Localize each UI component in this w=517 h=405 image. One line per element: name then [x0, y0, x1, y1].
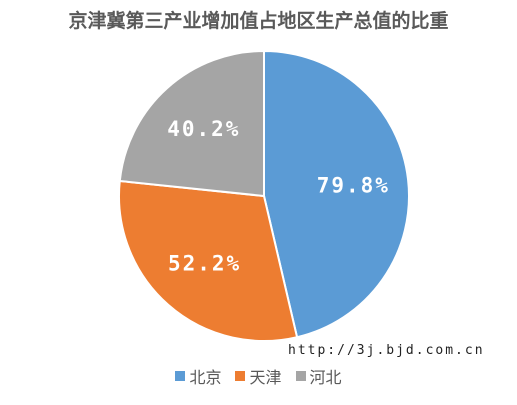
slice-data-label-3: 40.2%: [167, 117, 240, 141]
legend-item-1: 北京: [175, 364, 221, 388]
slice-data-label-1: 79.8%: [317, 174, 390, 198]
legend-swatch-3: [295, 371, 306, 381]
legend-swatch-1: [175, 371, 186, 381]
legend-label-1: 北京: [189, 368, 222, 387]
legend-label-3: 河北: [309, 368, 342, 387]
chart-title: 京津冀第三产业增加值占地区生产总值的比重: [68, 10, 449, 32]
pie-slice-3: [118, 49, 265, 198]
pie-slice-1: [263, 49, 410, 339]
legend: 北京 天津 河北: [0, 364, 517, 388]
legend-item-3: 河北: [295, 364, 342, 388]
slice-data-label-2: 52.2%: [168, 251, 241, 275]
pie-slice-2: [118, 179, 299, 342]
watermark-text: http://3j.bjd.com.cn: [288, 343, 485, 358]
legend-item-2: 天津: [235, 364, 282, 388]
legend-swatch-2: [235, 371, 246, 381]
legend-label-2: 天津: [249, 368, 282, 387]
